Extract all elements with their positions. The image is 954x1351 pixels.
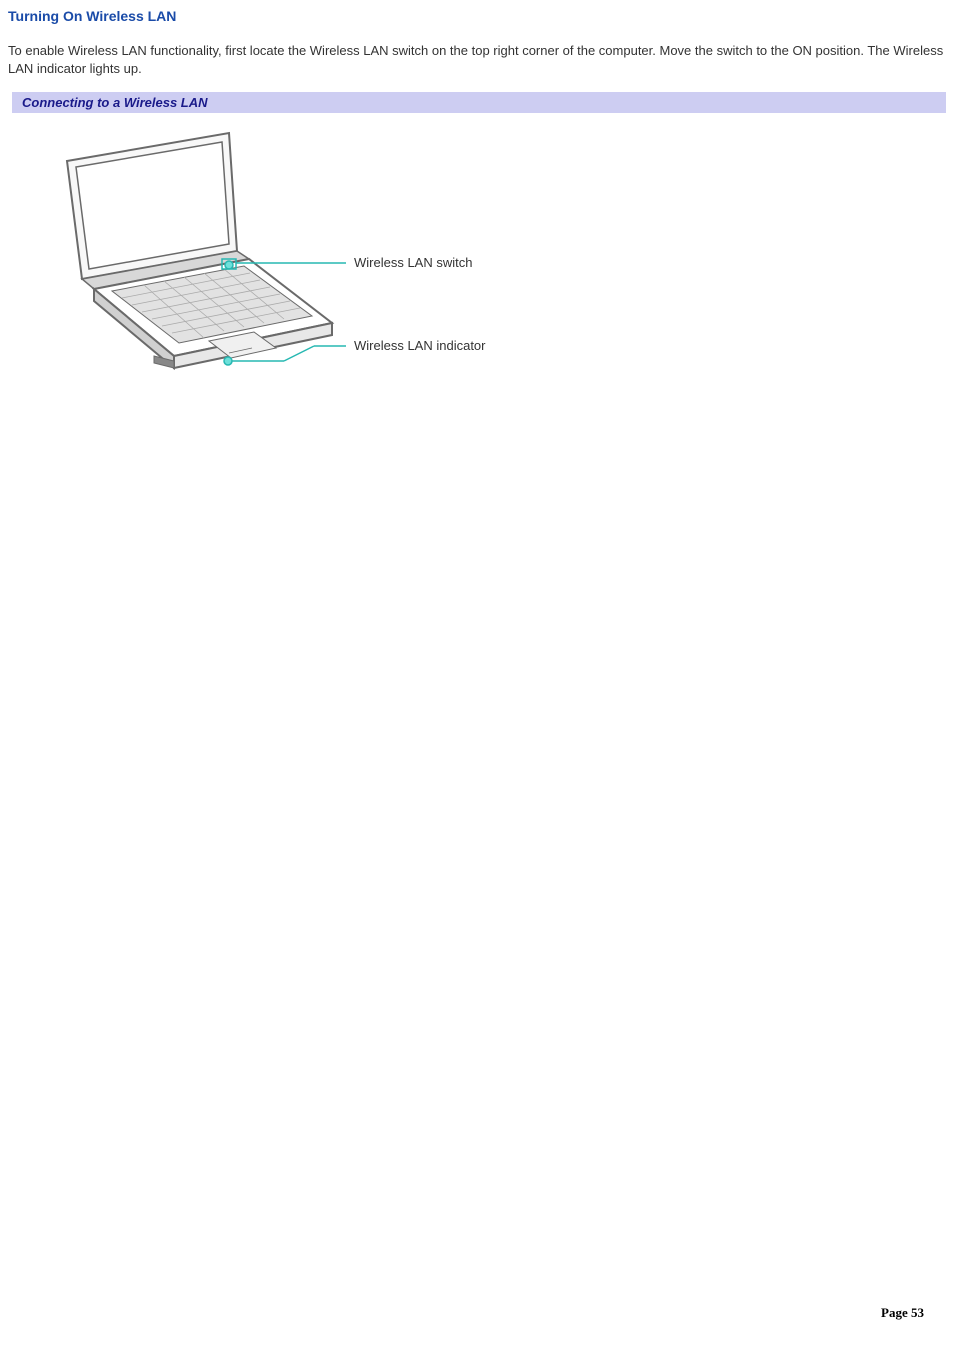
page-number: Page 53 [881,1305,924,1321]
intro-paragraph: To enable Wireless LAN functionality, fi… [8,42,946,78]
laptop-illustration [54,131,344,371]
section-header-bar: Connecting to a Wireless LAN [12,92,946,113]
page-heading: Turning On Wireless LAN [8,8,946,24]
callout-label-indicator: Wireless LAN indicator [354,338,486,353]
laptop-diagram: Wireless LAN switch Wireless LAN indicat… [54,131,574,381]
section-header-text: Connecting to a Wireless LAN [22,95,208,110]
callout-label-switch: Wireless LAN switch [354,255,472,270]
